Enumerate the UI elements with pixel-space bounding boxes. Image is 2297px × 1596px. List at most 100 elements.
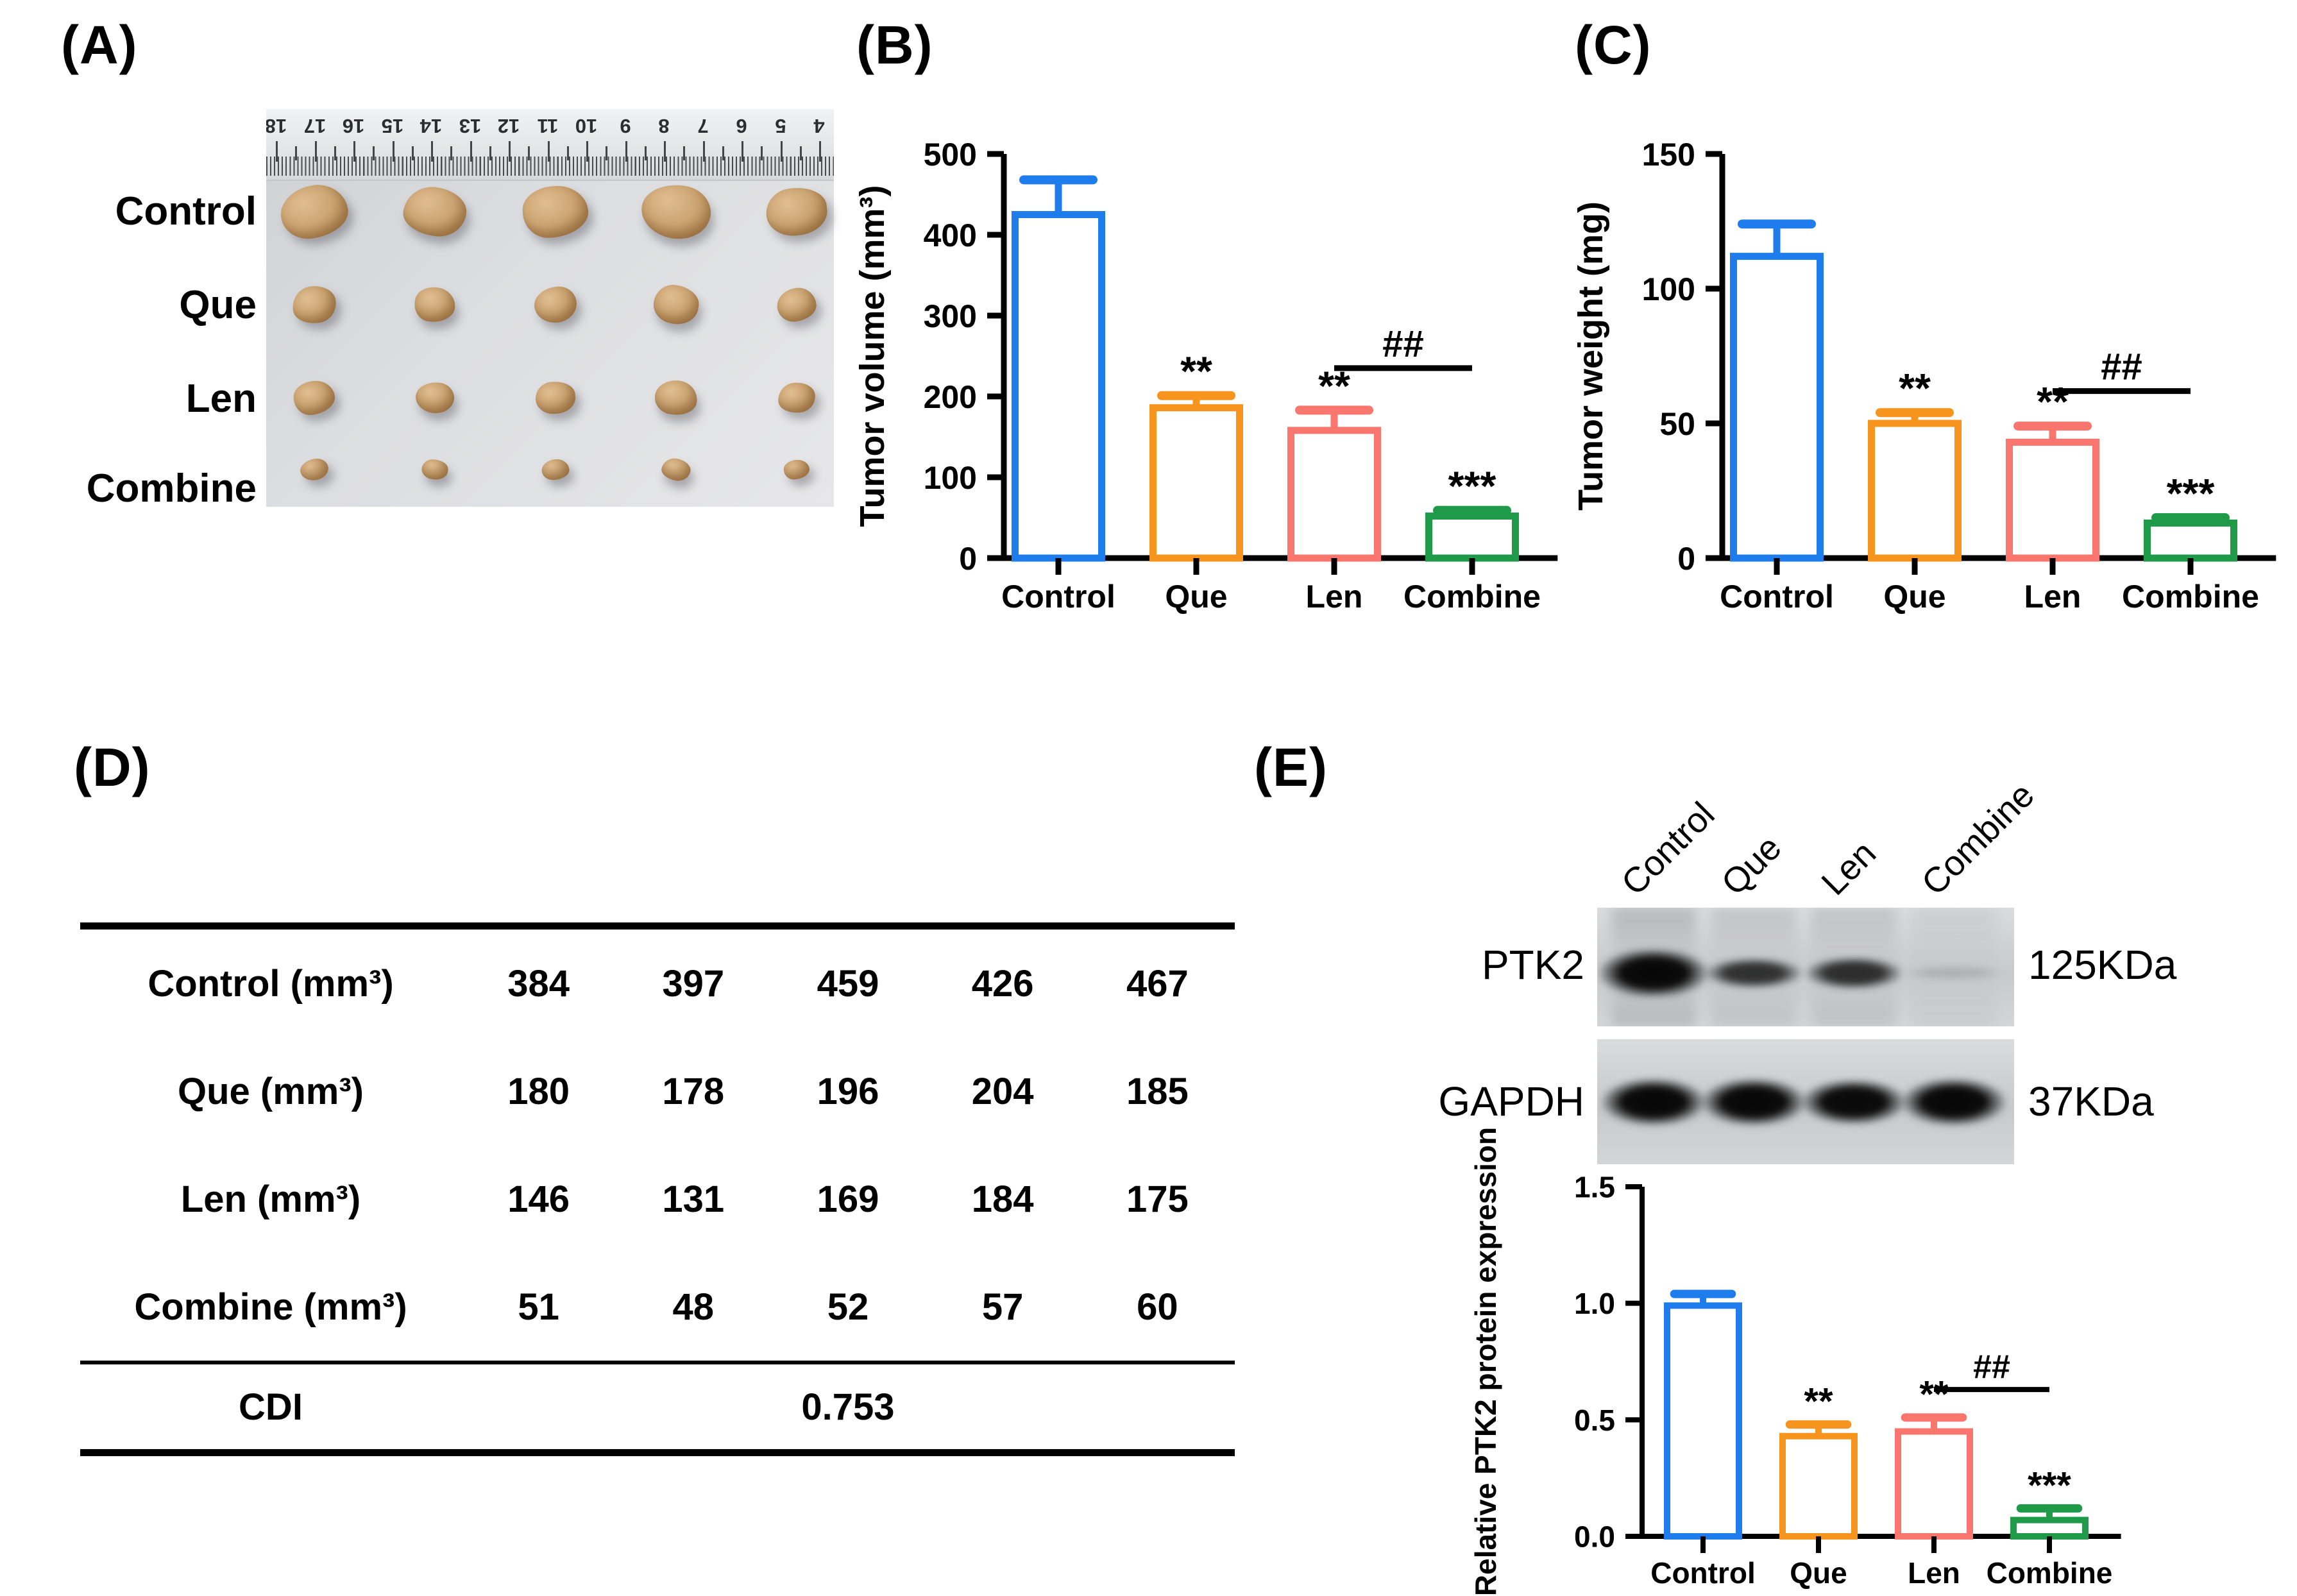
blot-lane-label: Len [1813, 833, 1884, 903]
table-value: 184 [971, 1178, 1034, 1220]
x-category-label: Control [1720, 579, 1834, 615]
significance-marker: ** [1919, 1374, 1949, 1416]
blot-band [1702, 1078, 1806, 1126]
bar-len [1287, 427, 1381, 562]
blot-band [1599, 948, 1708, 998]
tumor-volume-chart: 0 100 200 300 400 500 Tumor volume (mm³) Contro… [853, 137, 1558, 615]
y-tick-label: 300 [924, 298, 977, 334]
ruler-mm-ticks [266, 157, 834, 176]
table-row: Combine (mm³) 51 48 52 57 60 [80, 1253, 1235, 1361]
blot-lane-smear [1912, 908, 1996, 1026]
ruler-tick-half [683, 146, 686, 160]
bar-control [1664, 1302, 1742, 1540]
y-tick-label: 0 [1677, 541, 1695, 577]
bar-combine [2010, 1516, 2089, 1540]
ptk2-expression-chart: 0.0 0.5 1.0 1.5 Relative PTK2 protein expres… [1469, 1127, 2121, 1596]
y-tick-label: 0 [959, 541, 977, 577]
tumor-row-label: Control [115, 189, 257, 233]
ruler-number: 17 [303, 115, 326, 137]
x-category-label: Que [1883, 579, 1945, 615]
tumor-specimen [783, 458, 811, 481]
table-value: 180 [507, 1070, 570, 1112]
y-tick-label: 0.5 [1574, 1404, 1615, 1437]
panel-c-label: (C) [1575, 15, 1652, 75]
bar-que [1868, 420, 1962, 562]
tumor-specimen [290, 283, 339, 327]
blot-band [1602, 1078, 1706, 1126]
table-value: 146 [507, 1178, 570, 1220]
ruler-tick-half [761, 146, 763, 160]
ruler-tick-half [528, 146, 530, 160]
table-value: 57 [981, 1286, 1024, 1328]
ruler-tick-half [722, 146, 724, 160]
y-tick-label: 500 [924, 137, 977, 173]
tumor-specimen [650, 282, 702, 328]
tumor-specimen [637, 179, 715, 244]
tumor-specimen [776, 380, 817, 415]
tumor-specimen [414, 380, 456, 416]
table-top-rule [80, 922, 1235, 930]
bracket-label: ## [2101, 346, 2142, 388]
table-value: 459 [817, 962, 879, 1005]
table-value: 48 [672, 1286, 715, 1328]
bar-combine [2144, 519, 2237, 562]
tumor-specimen [763, 185, 830, 239]
blot-lane-label: Control [1613, 794, 1722, 903]
tumor-row-label: Que [179, 283, 257, 327]
table-value: 131 [662, 1178, 725, 1220]
blot-lane-labels: Control Que Len Combine [1597, 738, 2041, 903]
blot-band [1906, 965, 2002, 980]
blot-lane-label: Que [1713, 827, 1789, 903]
ruler: 18 17 16 15 14 13 12 11 10 9 8 7 6 5 4 [266, 109, 834, 181]
tumor-specimen [534, 380, 577, 416]
table-value: 204 [971, 1070, 1034, 1112]
table-footer-value: 0.753 [801, 1386, 895, 1428]
ptk2-target-label: PTK2 [1481, 942, 1584, 988]
blot-band [1706, 958, 1802, 989]
ruler-tick-half [606, 146, 608, 160]
ruler-tick-cm [431, 141, 433, 162]
table-value: 51 [518, 1286, 559, 1328]
x-category-label: Que [1165, 579, 1227, 615]
bar-len [1895, 1428, 1973, 1540]
tumor-specimen [533, 285, 578, 325]
ruler-tick-cm [625, 141, 627, 162]
table-value: 196 [817, 1070, 879, 1112]
table-row-label: Que (mm³) [178, 1070, 364, 1112]
gapdh-blot-strip [1597, 1039, 2014, 1164]
ruler-tick-cm [509, 141, 511, 162]
y-tick-label: 0.0 [1574, 1520, 1615, 1554]
tumor-specimen [521, 183, 590, 240]
y-tick-label: 200 [924, 379, 977, 415]
x-category-label: Len [2024, 579, 2081, 615]
table-value: 397 [662, 962, 725, 1005]
x-category-label: Que [1790, 1556, 1847, 1590]
significance-marker: *** [2167, 470, 2215, 516]
ruler-tick-half [644, 146, 647, 160]
table-row: Que (mm³) 180 178 196 204 185 [80, 1037, 1235, 1145]
y-axis-title: Tumor weight (mg) [1572, 201, 1610, 511]
panel-b-label: (B) [856, 15, 933, 75]
ruler-number: 11 [537, 115, 558, 137]
tumor-specimen [291, 378, 337, 418]
bracket-label: ## [1973, 1348, 2010, 1386]
bar-control [1730, 253, 1824, 562]
table-bottom-rule [80, 1449, 1235, 1456]
bar-que [1149, 404, 1243, 562]
significance-marker: *** [2028, 1464, 2071, 1506]
table-value: 185 [1126, 1070, 1189, 1112]
y-axis-title: Relative PTK2 protein expression [1469, 1127, 1502, 1596]
y-tick-label: 1.0 [1574, 1287, 1615, 1320]
y-tick-label: 400 [924, 217, 977, 253]
tumor-specimen [541, 458, 570, 481]
gapdh-target-label: GAPDH [1438, 1078, 1584, 1125]
panel-e-label: (E) [1254, 737, 1328, 797]
ruler-number: 8 [658, 115, 670, 137]
ruler-tick-cm [314, 141, 317, 162]
ruler-number: 18 [266, 115, 287, 137]
table-value: 178 [662, 1070, 725, 1112]
ruler-number: 9 [619, 115, 631, 137]
ruler-tick-half [450, 146, 453, 160]
table-row-label: Combine (mm³) [134, 1286, 407, 1328]
table-footer-row: CDI 0.753 [80, 1364, 1235, 1449]
